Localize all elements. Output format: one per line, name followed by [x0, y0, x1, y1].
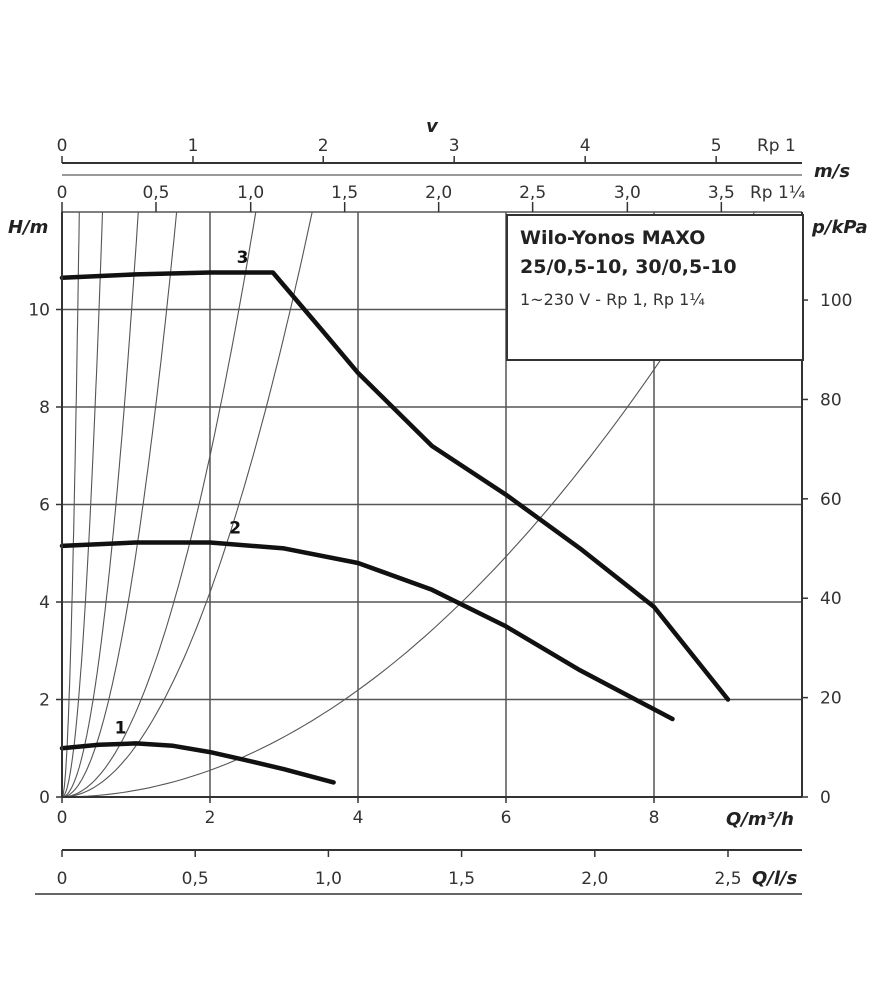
system-curve	[61, 211, 756, 798]
ms-tick-label: 0,5	[142, 183, 169, 203]
x-axis-title: Q/m³/h	[726, 809, 794, 830]
ms-axis-title: m/s	[814, 161, 850, 182]
system-curve	[61, 211, 80, 798]
ms-tick-label: 3,0	[614, 183, 641, 203]
ms-suffix: Rp 1¼	[750, 183, 805, 203]
ms-tick-label: 2,0	[425, 183, 452, 203]
ls-axis-title: Q/l/s	[752, 868, 798, 889]
y-tick-label: 2	[39, 691, 50, 711]
ls-tick-label: 2,5	[714, 869, 741, 889]
v-rp1-tick-label: 4	[580, 136, 591, 156]
y-axis-title: H/m	[8, 217, 48, 238]
x-tick-label: 2	[205, 808, 216, 828]
chart-subtitle: 1~230 V - Rp 1, Rp 1¼	[520, 290, 705, 309]
system-curve	[61, 211, 104, 798]
y2-tick-label: 80	[820, 390, 842, 410]
y-tick-label: 0	[39, 788, 50, 808]
y-tick-label: 6	[39, 496, 50, 516]
ls-tick-label: 0,5	[182, 869, 209, 889]
x-tick-label: 4	[353, 808, 364, 828]
pump-curve-label-1: 1	[115, 718, 127, 738]
system-curve	[61, 211, 257, 798]
v-rp1-tick-label: 5	[711, 136, 722, 156]
ms-tick-label: 1,0	[237, 183, 264, 203]
ls-tick-label: 1,5	[448, 869, 475, 889]
ms-tick-label: 0	[57, 183, 68, 203]
pump-curve-2	[59, 540, 675, 722]
y2-axis-title: p/kPa	[811, 217, 868, 238]
system-curve	[61, 211, 313, 798]
y2-tick-label: 60	[820, 490, 842, 510]
chart-title-line-2: 25/0,5-10, 30/0,5-10	[520, 256, 737, 278]
v-rp1-tick-label: 0	[57, 136, 68, 156]
v-rp1-tick-label: 2	[318, 136, 329, 156]
v-axis-title: v	[426, 116, 439, 137]
y2-tick-label: 100	[820, 291, 852, 311]
system-curve	[61, 211, 178, 798]
y-tick-label: 8	[39, 398, 50, 418]
ls-tick-label: 0	[57, 869, 68, 889]
ls-tick-label: 1,0	[315, 869, 342, 889]
y-tick-label: 4	[39, 593, 50, 613]
system-curves	[61, 211, 756, 798]
ms-tick-label: 3,5	[708, 183, 735, 203]
system-curve	[61, 211, 139, 798]
y2-tick-label: 40	[820, 589, 842, 609]
y2-tick-label: 0	[820, 788, 831, 808]
secondary-axes: 0 0,5 1,0 1,5 2,0 2,5 Q/l/s 0 1 2 3 4 5 v Rp 1 0 0,5 1,0 1…	[35, 116, 850, 895]
ms-tick-label: 2,5	[519, 183, 546, 203]
x-tick-label: 0	[57, 808, 68, 828]
x-tick-label: 8	[649, 808, 660, 828]
pump-curve-label-2: 2	[229, 519, 241, 539]
y-tick-label: 10	[28, 301, 50, 321]
v-rp1-tick-label: 3	[449, 136, 460, 156]
pump-curve-3	[59, 270, 731, 702]
x-tick-label: 6	[501, 808, 512, 828]
y2-tick-label: 20	[820, 689, 842, 709]
v-rp1-suffix: Rp 1	[757, 136, 796, 156]
pump-curves: 1 2 3	[59, 248, 731, 785]
pump-curve-1	[59, 741, 336, 785]
ls-tick-label: 2,0	[581, 869, 608, 889]
ms-tick-label: 1,5	[331, 183, 358, 203]
pump-curve-label-3: 3	[237, 248, 249, 268]
v-rp1-tick-label: 1	[188, 136, 199, 156]
info-box: Wilo-Yonos MAXO 25/0,5-10, 30/0,5-10 1~2…	[506, 214, 804, 361]
chart-title-line-1: Wilo-Yonos MAXO	[520, 227, 705, 249]
